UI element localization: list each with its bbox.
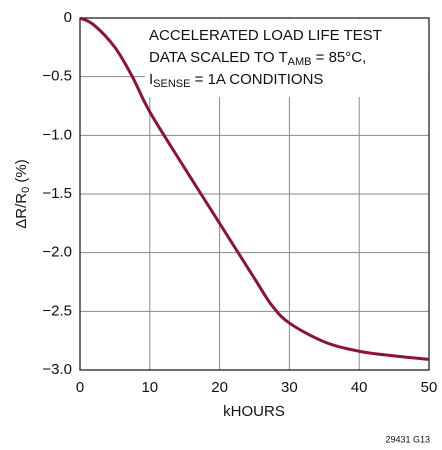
x-tick-label: 20 (211, 379, 228, 396)
x-tick-label: 30 (281, 379, 298, 396)
x-tick-label: 10 (141, 379, 158, 396)
x-tick-label: 0 (76, 379, 84, 396)
y-axis-label: ΔR/R0 (%) (13, 159, 32, 228)
annotation-line: ACCELERATED LOAD LIFE TEST (149, 27, 382, 44)
x-axis-label: kHOURS (223, 403, 285, 420)
annotation-line: DATA SCALED TO TAMB = 85°C, (149, 49, 366, 68)
y-tick-label: −3.0 (42, 361, 72, 378)
annotation-text: DATA SCALED TO T (149, 49, 288, 66)
plot-frame (79, 17, 430, 371)
y-label-text: ΔR/R (13, 193, 30, 229)
y-tick-label: 0 (64, 9, 72, 26)
y-tick-label: −1.5 (42, 185, 72, 202)
y-tick-label: −1.0 (42, 126, 72, 143)
y-label-rest: (%) (13, 159, 30, 187)
annotation-line: ISENSE = 1A CONDITIONS (149, 71, 323, 90)
annotation-text: = 85°C, (312, 49, 367, 66)
y-tick-label: −2.0 (42, 244, 72, 261)
annotation-background (145, 19, 428, 97)
y-tick-label: −0.5 (42, 68, 72, 85)
annotation-sub: AMB (288, 56, 312, 68)
annotation-text: I (149, 71, 153, 88)
y-label-sub: 0 (20, 187, 32, 193)
x-tick-label: 50 (421, 379, 438, 396)
y-tick-label: −2.5 (42, 302, 72, 319)
x-tick-label: 40 (351, 379, 368, 396)
annotation-text: = 1A CONDITIONS (190, 71, 323, 88)
data-line (79, 16, 430, 361)
annotation-sub: SENSE (153, 78, 190, 90)
footnote: 29431 G13 (385, 434, 430, 444)
